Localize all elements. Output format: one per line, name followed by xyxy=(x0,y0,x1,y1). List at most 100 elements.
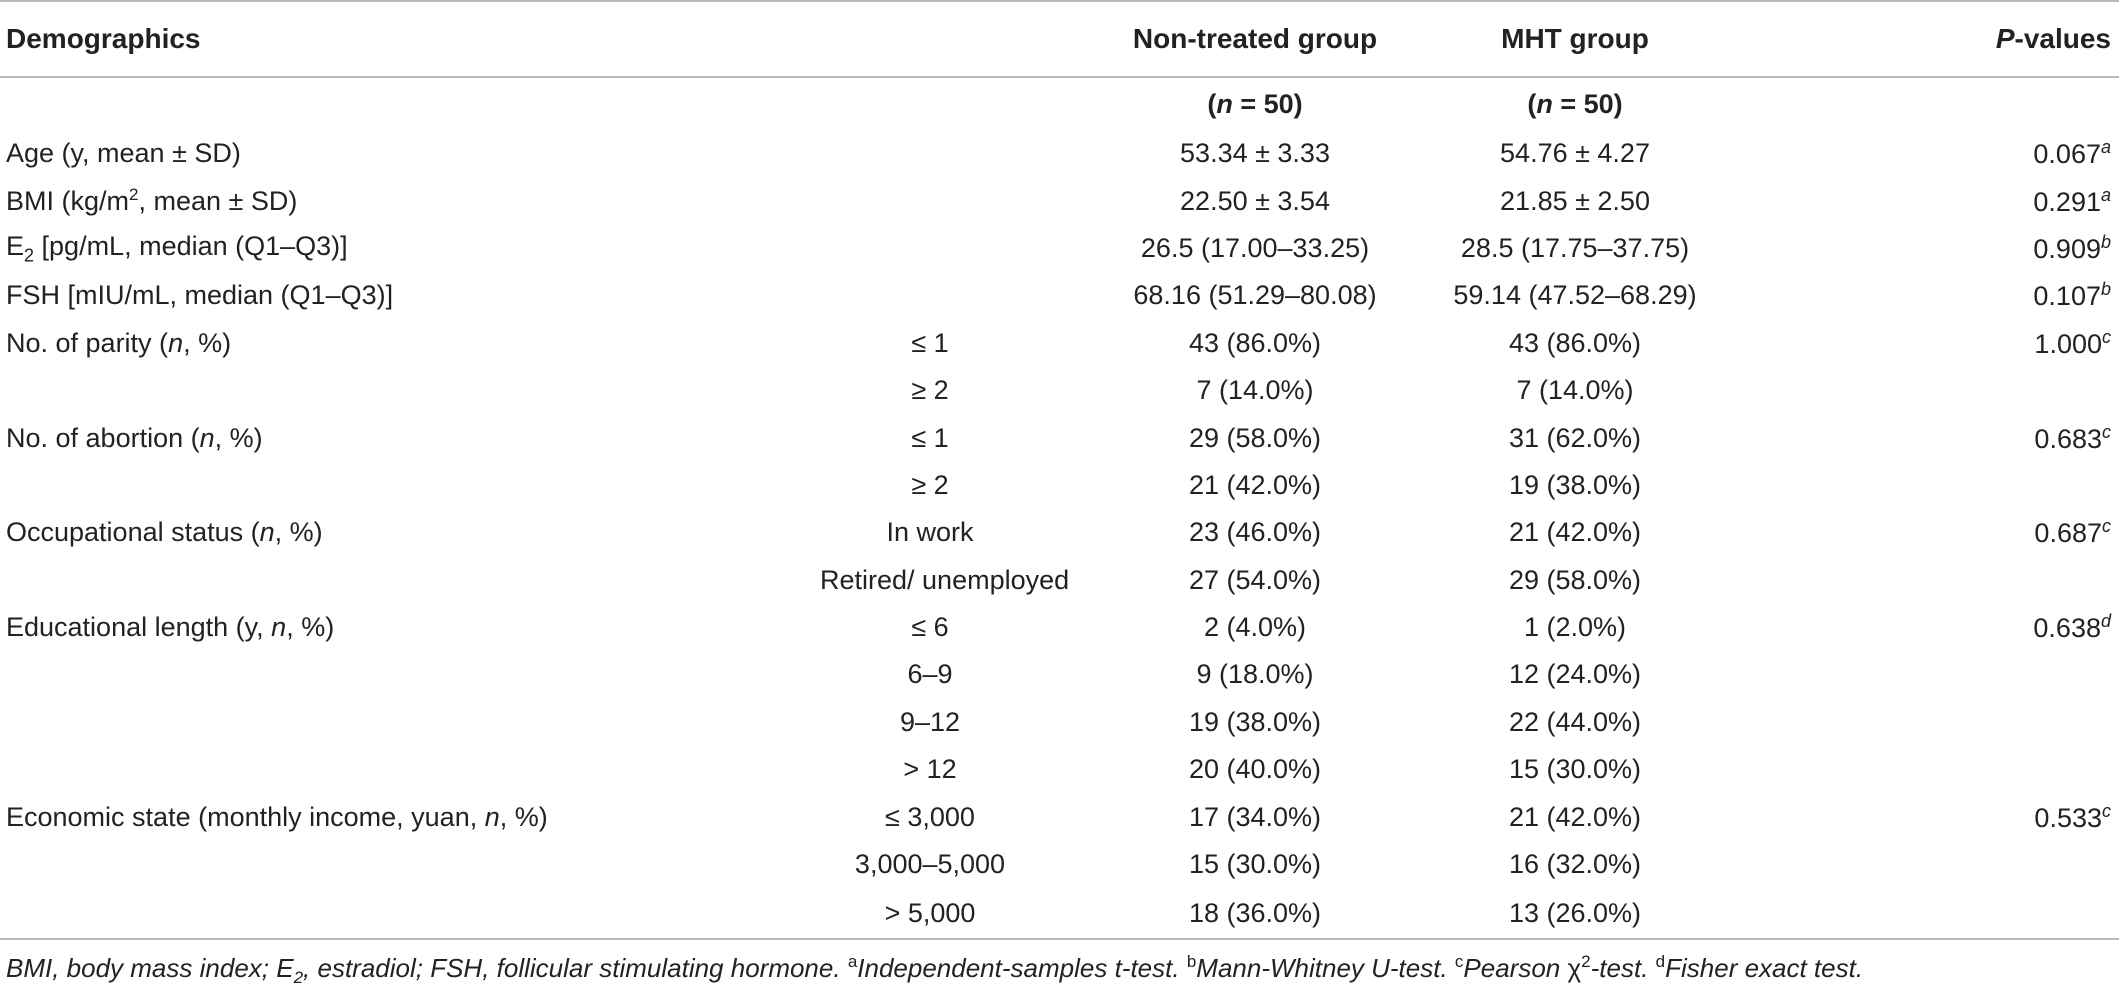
table-body: (n = 50) (n = 50) Age (y, mean ± SD) 53.3… xyxy=(0,77,2119,941)
row-subcategory: ≥ 2 xyxy=(911,469,949,500)
p-value: 0.107b xyxy=(2033,279,2111,312)
non-treated-value: 43 (86.0%) xyxy=(1188,327,1322,358)
table-row: 6–9 9 (18.0%) 12 (24.0%) xyxy=(0,651,2119,698)
p-value: 0.638d xyxy=(2033,611,2111,644)
non-treated-value: 23 (46.0%) xyxy=(1188,517,1322,548)
row-label xyxy=(0,462,700,509)
mht-value: 15 (30.0%) xyxy=(1508,754,1642,785)
row-label: Economic state (monthly income, yuan, n,… xyxy=(6,801,548,832)
row-subcategory: ≤ 1 xyxy=(911,327,949,358)
mht-value: 28.5 (17.75–37.75) xyxy=(1460,232,1690,263)
table-footnote: BMI, body mass index; E2, estradiol; FSH… xyxy=(6,952,1864,987)
non-treated-value: 7 (14.0%) xyxy=(1196,375,1314,406)
mht-value: 59.14 (47.52–68.29) xyxy=(1453,280,1697,311)
header-row: Demographics Non-treated group MHT group… xyxy=(0,0,2119,78)
table-row: Economic state (monthly income, yuan, n,… xyxy=(0,793,2119,840)
row-label xyxy=(0,699,700,746)
p-value xyxy=(1740,367,2119,414)
p-value xyxy=(1740,557,2119,604)
p-value xyxy=(1740,746,2119,793)
p-value: 0.687c xyxy=(2034,516,2111,549)
header-mht-group: MHT group xyxy=(1410,0,1740,78)
row-label xyxy=(0,888,700,941)
mht-value: 1 (2.0%) xyxy=(1523,612,1627,643)
mht-value: 21 (42.0%) xyxy=(1508,517,1642,548)
mht-value: 13 (26.0%) xyxy=(1410,888,1740,941)
row-subcategory: 3,000–5,000 xyxy=(854,849,1006,880)
header-demographics: Demographics xyxy=(0,0,1040,78)
non-treated-value: 9 (18.0%) xyxy=(1196,659,1314,690)
mht-value: 31 (62.0%) xyxy=(1508,422,1642,453)
table-row: > 12 20 (40.0%) 15 (30.0%) xyxy=(0,746,2119,793)
sample-size-row: (n = 50) (n = 50) xyxy=(0,77,2119,130)
non-treated-value: 18 (36.0%) xyxy=(1040,888,1410,941)
non-treated-value: 2 (4.0%) xyxy=(1203,612,1307,643)
mht-value: 43 (86.0%) xyxy=(1508,327,1642,358)
p-value xyxy=(1740,841,2119,888)
non-treated-value: 27 (54.0%) xyxy=(1188,564,1322,595)
table-row: No. of abortion (n, %) ≤ 1 29 (58.0%) 31 (6… xyxy=(0,414,2119,461)
row-label: FSH [mIU/mL, median (Q1–Q3)] xyxy=(6,280,394,311)
row-subcategory: Retired/ unemployed xyxy=(820,564,1070,595)
header-non-treated-group: Non-treated group xyxy=(1040,0,1410,78)
row-subcategory: 6–9 xyxy=(907,659,953,690)
row-label xyxy=(0,746,700,793)
p-value: 0.909b xyxy=(2033,231,2111,264)
row-label: BMI (kg/m2, mean ± SD) xyxy=(6,185,298,217)
row-subcategory: ≤ 6 xyxy=(911,612,949,643)
row-label: E2 [pg/mL, median (Q1–Q3)] xyxy=(6,230,348,266)
p-value xyxy=(1740,462,2119,509)
p-value: 0.533c xyxy=(2034,800,2111,833)
row-label xyxy=(0,367,700,414)
non-treated-value: 17 (34.0%) xyxy=(1188,801,1322,832)
mht-value: 21.85 ± 2.50 xyxy=(1500,185,1650,216)
n-non-treated: (n = 50) xyxy=(1207,88,1303,119)
p-value xyxy=(1740,651,2119,698)
mht-value: 16 (32.0%) xyxy=(1508,849,1642,880)
p-value: 0.683c xyxy=(2034,421,2111,454)
row-label xyxy=(0,841,700,888)
table-row: 3,000–5,000 15 (30.0%) 16 (32.0%) xyxy=(0,841,2119,888)
row-subcategory: 9–12 xyxy=(899,706,961,737)
mht-value: 21 (42.0%) xyxy=(1508,801,1642,832)
mht-value: 7 (14.0%) xyxy=(1516,375,1634,406)
non-treated-value: 21 (42.0%) xyxy=(1188,469,1322,500)
row-subcategory: ≤ 3,000 xyxy=(885,801,975,832)
row-subcategory: > 5,000 xyxy=(700,888,1040,941)
table-row: Age (y, mean ± SD) 53.34 ± 3.33 54.76 ± 4.… xyxy=(0,130,2119,177)
p-value xyxy=(1740,699,2119,746)
row-label: No. of parity (n, %) xyxy=(6,327,232,358)
table-row: BMI (kg/m2, mean ± SD) 22.50 ± 3.54 21.85 … xyxy=(0,177,2119,224)
row-subcategory: > 12 xyxy=(903,754,957,785)
row-label: No. of abortion (n, %) xyxy=(6,422,263,453)
mht-value: 12 (24.0%) xyxy=(1508,659,1642,690)
table-row: Occupational status (n, %) In work 23 (46.… xyxy=(0,509,2119,556)
row-subcategory xyxy=(700,225,1040,272)
p-value xyxy=(1740,888,2119,941)
row-subcategory xyxy=(700,272,1040,319)
row-subcategory: In work xyxy=(886,517,974,548)
table-row: Retired/ unemployed 27 (54.0%) 29 (58.0%) xyxy=(0,557,2119,604)
table-row: E2 [pg/mL, median (Q1–Q3)] 26.5 (17.00–33… xyxy=(0,225,2119,272)
row-label: Occupational status (n, %) xyxy=(6,517,323,548)
row-label xyxy=(0,557,700,604)
non-treated-value: 26.5 (17.00–33.25) xyxy=(1140,232,1370,263)
row-subcategory xyxy=(700,130,1040,177)
mht-value: 22 (44.0%) xyxy=(1508,706,1642,737)
header-p-values: P-values xyxy=(1740,0,2119,78)
demographics-table: Demographics Non-treated group MHT group… xyxy=(0,0,2119,941)
non-treated-value: 20 (40.0%) xyxy=(1188,754,1322,785)
row-label: Educational length (y, n, %) xyxy=(6,612,335,643)
row-subcategory: ≥ 2 xyxy=(911,375,949,406)
table-row: > 5,000 18 (36.0%) 13 (26.0%) xyxy=(0,888,2119,941)
row-subcategory: ≤ 1 xyxy=(911,422,949,453)
non-treated-value: 53.34 ± 3.33 xyxy=(1180,138,1330,169)
table-row: ≥ 2 21 (42.0%) 19 (38.0%) xyxy=(0,462,2119,509)
table-row: ≥ 2 7 (14.0%) 7 (14.0%) xyxy=(0,367,2119,414)
header-p-values-text: P-values xyxy=(1995,23,2111,54)
non-treated-value: 15 (30.0%) xyxy=(1188,849,1322,880)
row-label xyxy=(0,651,700,698)
table-row: FSH [mIU/mL, median (Q1–Q3)] 68.16 (51.29… xyxy=(0,272,2119,319)
non-treated-value: 19 (38.0%) xyxy=(1188,706,1322,737)
table-row: No. of parity (n, %) ≤ 1 43 (86.0%) 43 (86.… xyxy=(0,320,2119,367)
